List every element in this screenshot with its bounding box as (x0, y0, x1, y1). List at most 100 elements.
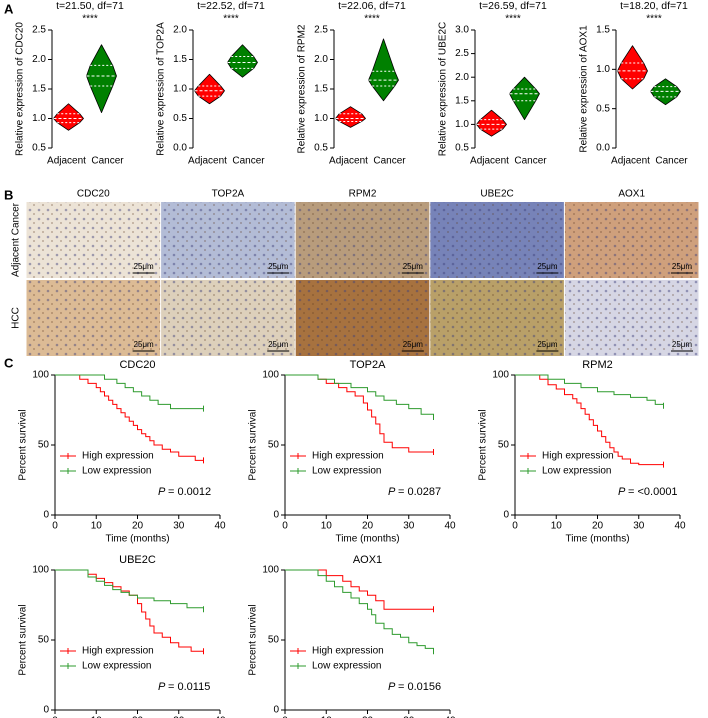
y-tick-label: 100 (32, 565, 49, 576)
scale-bar-label: 25μm (672, 340, 693, 349)
histology-texture (295, 280, 430, 356)
y-axis-label: Percent survival (248, 409, 259, 480)
y-tick-label: 2.0 (455, 72, 469, 83)
y-tick-label: 0.5 (173, 113, 187, 124)
scale-bar-label: 25μm (268, 340, 289, 349)
legend-label: Low expression (542, 466, 611, 477)
x-tick-label: Adjacent (47, 156, 86, 167)
x-tick-label: 20 (132, 716, 144, 718)
y-tick-label: 0 (43, 510, 49, 521)
x-tick-label: 0 (52, 521, 58, 532)
violin (86, 44, 117, 113)
x-tick-label: 0 (512, 521, 518, 532)
x-tick-label: Cancer (514, 156, 547, 167)
chart-title: t=21.50, df=71 (56, 0, 124, 12)
violin (53, 103, 84, 131)
legend-label: Low expression (312, 466, 381, 477)
histology-texture (295, 202, 430, 278)
annotation: **** (646, 14, 662, 25)
survival-curve (515, 374, 664, 406)
histology-texture (430, 202, 564, 278)
y-tick-label: 0.0 (596, 143, 610, 154)
annotation: = 0.0156 (398, 681, 441, 693)
y-tick-label: 0 (43, 705, 49, 716)
chart-title: t=26.59, df=71 (479, 0, 547, 12)
chart-title: UBE2C (119, 554, 156, 566)
x-tick-label: 10 (91, 521, 103, 532)
x-tick-label: 20 (132, 521, 144, 532)
scale-bar-label: 25μm (672, 262, 693, 271)
y-tick-label: 1.5 (455, 95, 469, 106)
x-tick-label: 10 (321, 521, 333, 532)
scale-bar-label: 25μm (268, 262, 289, 271)
x-tick-label: Cancer (91, 156, 124, 167)
panel-label: C (4, 355, 14, 370)
annotation: **** (364, 14, 380, 25)
x-tick-label: 30 (403, 521, 415, 532)
x-tick-label: 0 (52, 716, 58, 718)
scale-bar-label: 25μm (537, 262, 558, 271)
x-tick-label: Cancer (232, 156, 265, 167)
violin (617, 45, 648, 90)
annotation: **** (223, 14, 239, 25)
column-label: AOX1 (618, 189, 645, 200)
x-tick-label: 20 (592, 521, 604, 532)
x-tick-label: Adjacent (188, 156, 227, 167)
y-tick-label: 100 (492, 370, 509, 381)
y-axis-label: Relative expression of AOX1 (579, 25, 590, 153)
x-tick-label: 0 (282, 716, 288, 718)
column-label: RPM2 (349, 189, 377, 200)
x-tick-label: Adjacent (470, 156, 509, 167)
x-tick-label: Adjacent (611, 156, 650, 167)
x-tick-label: 10 (91, 716, 103, 718)
survival-curve (55, 374, 204, 461)
x-tick-label: 30 (403, 716, 415, 718)
y-tick-label: 2.0 (173, 25, 187, 36)
legend-label: High expression (82, 451, 154, 462)
y-tick-label: 1.5 (596, 25, 610, 36)
annotation-symbol: P (388, 681, 396, 693)
violin (194, 73, 225, 105)
scale-bar-label: 25μm (134, 262, 155, 271)
y-tick-label: 2.0 (32, 54, 46, 65)
annotation-symbol: P (158, 681, 166, 693)
legend-label: High expression (312, 451, 384, 462)
y-axis-label: Relative expression of UBE2C (438, 22, 449, 157)
y-tick-label: 2.5 (32, 25, 46, 36)
y-tick-label: 1.0 (32, 113, 46, 124)
y-axis-label: Relative expression of TOP2A (156, 22, 167, 156)
x-axis-label: Time (months) (105, 534, 169, 545)
y-axis-label: Percent survival (18, 409, 29, 480)
y-tick-label: 100 (262, 565, 279, 576)
y-tick-label: 3.0 (455, 25, 469, 36)
annotation-symbol: P (158, 486, 166, 498)
scale-bar-label: 25μm (403, 340, 424, 349)
chart-title: AOX1 (353, 554, 382, 566)
survival-curve (55, 374, 204, 410)
x-tick-label: 30 (633, 521, 645, 532)
x-tick-label: 40 (214, 716, 226, 718)
y-tick-label: 0 (503, 510, 509, 521)
y-axis-label: Percent survival (18, 604, 29, 675)
x-tick-label: 40 (674, 521, 686, 532)
panel-label: B (4, 187, 13, 202)
histology-texture (161, 280, 295, 356)
legend-label: High expression (82, 646, 154, 657)
annotation: = 0.0012 (168, 486, 211, 498)
x-tick-label: 40 (214, 521, 226, 532)
y-tick-label: 1.5 (314, 84, 328, 95)
x-tick-label: 40 (444, 521, 456, 532)
survival-curve (285, 374, 434, 453)
annotation: = 0.0287 (398, 486, 441, 498)
x-tick-label: 10 (321, 716, 333, 718)
x-tick-label: 20 (362, 716, 374, 718)
x-tick-label: 0 (282, 521, 288, 532)
violin (476, 109, 507, 137)
column-label: CDC20 (77, 189, 110, 200)
row-label: Adjacent Cancer (11, 202, 22, 277)
legend-label: High expression (312, 646, 384, 657)
violin (227, 44, 258, 78)
x-tick-label: 20 (362, 521, 374, 532)
scale-bar-label: 25μm (537, 340, 558, 349)
